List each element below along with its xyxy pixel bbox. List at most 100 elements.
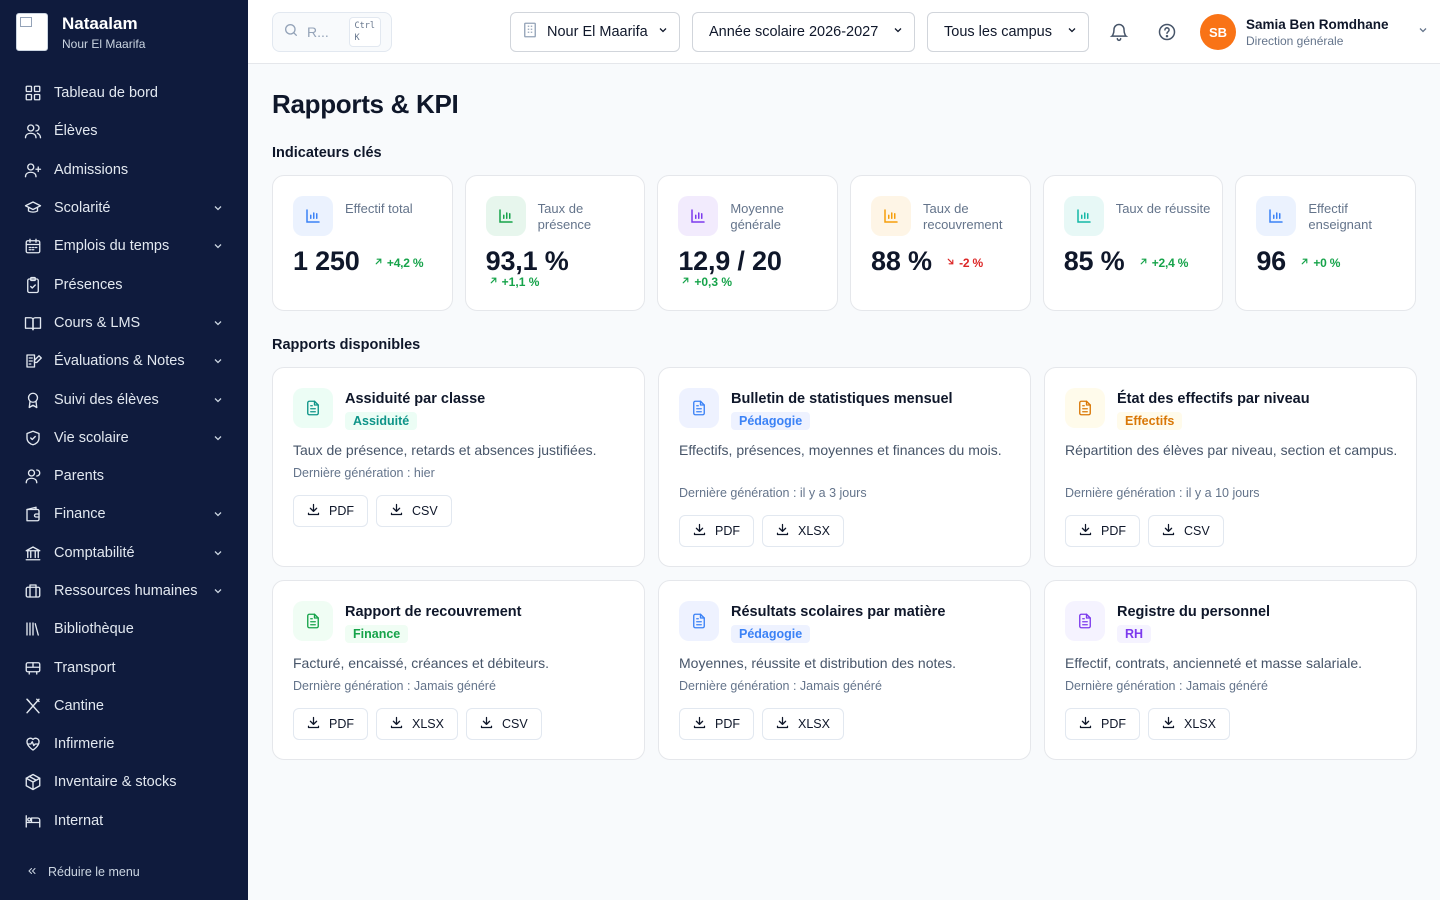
download-format-label: PDF xyxy=(329,504,354,518)
file-text-icon xyxy=(679,388,719,428)
sidebar-item-internat[interactable]: Internat xyxy=(0,802,248,840)
download-xlsx-button[interactable]: XLSX xyxy=(1148,708,1230,740)
download-pdf-button[interactable]: PDF xyxy=(679,515,754,547)
sidebar-item-eleves[interactable]: Élèves xyxy=(0,112,248,150)
kpi-value-row: 85 % +2,4 % xyxy=(1064,246,1189,277)
kpi-card: Taux de réussite 85 % +2,4 % xyxy=(1042,175,1224,311)
chevron-down-icon xyxy=(212,432,224,444)
shield-check-icon xyxy=(24,429,42,447)
report-last-generated: Dernière génération : il y a 3 jours xyxy=(679,486,867,500)
file-text-icon xyxy=(293,601,333,641)
sidebar-item-label: Ressources humaines xyxy=(54,583,198,599)
report-category-badge: Finance xyxy=(345,625,409,643)
sidebar-item-label: Présences xyxy=(54,276,123,293)
campus-select[interactable]: Tous les campus xyxy=(927,12,1089,52)
sidebar-item-scolarite[interactable]: Scolarité xyxy=(0,189,248,227)
sidebar-item-cantine[interactable]: Cantine xyxy=(0,687,248,725)
download-icon xyxy=(1078,715,1093,733)
download-icon xyxy=(775,522,790,540)
kpi-card: Taux de présence 93,1 % +1,1 % xyxy=(464,175,646,311)
download-csv-button[interactable]: CSV xyxy=(1148,515,1224,547)
sidebar-item-presences[interactable]: Présences xyxy=(0,265,248,303)
report-download-buttons: PDF XLSX xyxy=(679,708,844,740)
bar-chart-icon xyxy=(293,196,333,236)
download-csv-button[interactable]: CSV xyxy=(465,708,542,740)
sidebar-item-vie-scolaire[interactable]: Vie scolaire xyxy=(0,419,248,457)
sidebar-item-tableau-de-bord[interactable]: Tableau de bord xyxy=(0,74,248,112)
notifications-bell-icon[interactable] xyxy=(1107,20,1131,44)
sidebar-item-label: Admissions xyxy=(54,161,129,178)
award-icon xyxy=(24,391,42,409)
sidebar-item-infirmerie[interactable]: Infirmerie xyxy=(0,725,248,763)
sidebar-item-parents[interactable]: Parents xyxy=(0,457,248,495)
kpi-card: Effectif total 1 250 +4,2 % xyxy=(272,175,453,311)
user-plus-icon xyxy=(24,161,42,179)
download-icon xyxy=(389,715,404,733)
chevron-down-icon xyxy=(212,394,224,406)
book-open-icon xyxy=(24,314,42,332)
report-download-buttons: PDF CSV xyxy=(1065,515,1224,547)
kpi-value-row: 88 % -2 % xyxy=(871,246,983,277)
download-pdf-button[interactable]: PDF xyxy=(679,708,754,740)
sidebar-item-ressources-humaines[interactable]: Ressources humaines xyxy=(0,572,248,610)
sidebar-item-inventaire-stocks[interactable]: Inventaire & stocks xyxy=(0,763,248,801)
download-icon xyxy=(479,715,494,733)
bar-chart-icon xyxy=(485,196,526,236)
download-format-label: XLSX xyxy=(412,717,444,731)
campus-value: Tous les campus xyxy=(944,24,1052,40)
sidebar-item-evaluations-notes[interactable]: Évaluations & Notes xyxy=(0,342,248,380)
kpi-card: Moyenne générale 12,9 / 20 +0,3 % xyxy=(657,175,839,311)
school-select[interactable]: Nour El Maarifa xyxy=(510,12,680,52)
download-format-label: PDF xyxy=(1101,524,1126,538)
download-xlsx-button[interactable]: XLSX xyxy=(762,708,844,740)
briefcase-icon xyxy=(24,582,42,600)
chevron-down-icon xyxy=(1066,24,1078,40)
trend-arrow-icon xyxy=(488,275,499,289)
trend-arrow-icon xyxy=(1299,256,1310,270)
sidebar-item-finance[interactable]: Finance xyxy=(0,495,248,533)
report-download-buttons: PDF XLSX CSV xyxy=(293,708,542,740)
kpi-value-row: 96 +0 % xyxy=(1256,246,1340,277)
download-xlsx-button[interactable]: XLSX xyxy=(376,708,458,740)
user-menu[interactable]: SB Samia Ben Romdhane Direction générale xyxy=(1200,14,1429,50)
sidebar-item-comptabilite[interactable]: Comptabilité xyxy=(0,534,248,572)
report-title: Rapport de recouvrement xyxy=(345,604,522,620)
brand-name: Nataalam xyxy=(62,13,138,33)
sidebar-item-admissions[interactable]: Admissions xyxy=(0,151,248,189)
download-pdf-button[interactable]: PDF xyxy=(1065,515,1140,547)
chevron-down-icon xyxy=(1417,23,1429,41)
user-name: Samia Ben Romdhane xyxy=(1246,16,1389,32)
sidebar-item-transport[interactable]: Transport xyxy=(0,648,248,686)
collapse-menu-button[interactable]: Réduire le menu xyxy=(0,858,166,886)
help-icon[interactable] xyxy=(1155,20,1179,44)
file-text-icon xyxy=(1065,388,1105,428)
report-description: Taux de présence, retards et absences ju… xyxy=(293,442,597,458)
download-format-label: PDF xyxy=(1101,717,1126,731)
sidebar-item-emplois-du-temps[interactable]: Emplois du temps xyxy=(0,227,248,265)
search-input[interactable]: R... Ctrl K xyxy=(272,12,392,52)
reports-section-title: Rapports disponibles xyxy=(272,337,421,353)
brand[interactable]: Nataalam Nour El Maarifa xyxy=(0,0,248,64)
kpi-card: Taux de recouvrement 88 % -2 % xyxy=(850,175,1031,311)
search-placeholder: R... xyxy=(307,24,329,40)
shortcut-hint: Ctrl K xyxy=(348,17,381,47)
school-year-select[interactable]: Année scolaire 2026-2027 xyxy=(692,12,915,52)
sidebar-item-bibliotheque[interactable]: Bibliothèque xyxy=(0,610,248,648)
calendar-icon xyxy=(24,237,42,255)
bus-icon xyxy=(24,659,42,677)
download-xlsx-button[interactable]: XLSX xyxy=(762,515,844,547)
kpi-card: Effectif enseignant 96 +0 % xyxy=(1235,175,1417,311)
sidebar-item-suivi-des-eleves[interactable]: Suivi des élèves xyxy=(0,380,248,418)
sidebar-item-cours-lms[interactable]: Cours & LMS xyxy=(0,304,248,342)
landmark-icon xyxy=(24,544,42,562)
kpi-value: 88 % xyxy=(871,246,932,276)
download-pdf-button[interactable]: PDF xyxy=(293,708,368,740)
kpi-value: 12,9 / 20 xyxy=(678,246,782,276)
download-pdf-button[interactable]: PDF xyxy=(1065,708,1140,740)
report-card: Rapport de recouvrement Finance Facturé,… xyxy=(272,580,645,760)
download-pdf-button[interactable]: PDF xyxy=(293,495,368,527)
kpi-value-row: 1 250 +4,2 % xyxy=(293,246,424,277)
download-format-label: XLSX xyxy=(798,524,830,538)
download-format-label: CSV xyxy=(412,504,438,518)
download-csv-button[interactable]: CSV xyxy=(376,495,452,527)
